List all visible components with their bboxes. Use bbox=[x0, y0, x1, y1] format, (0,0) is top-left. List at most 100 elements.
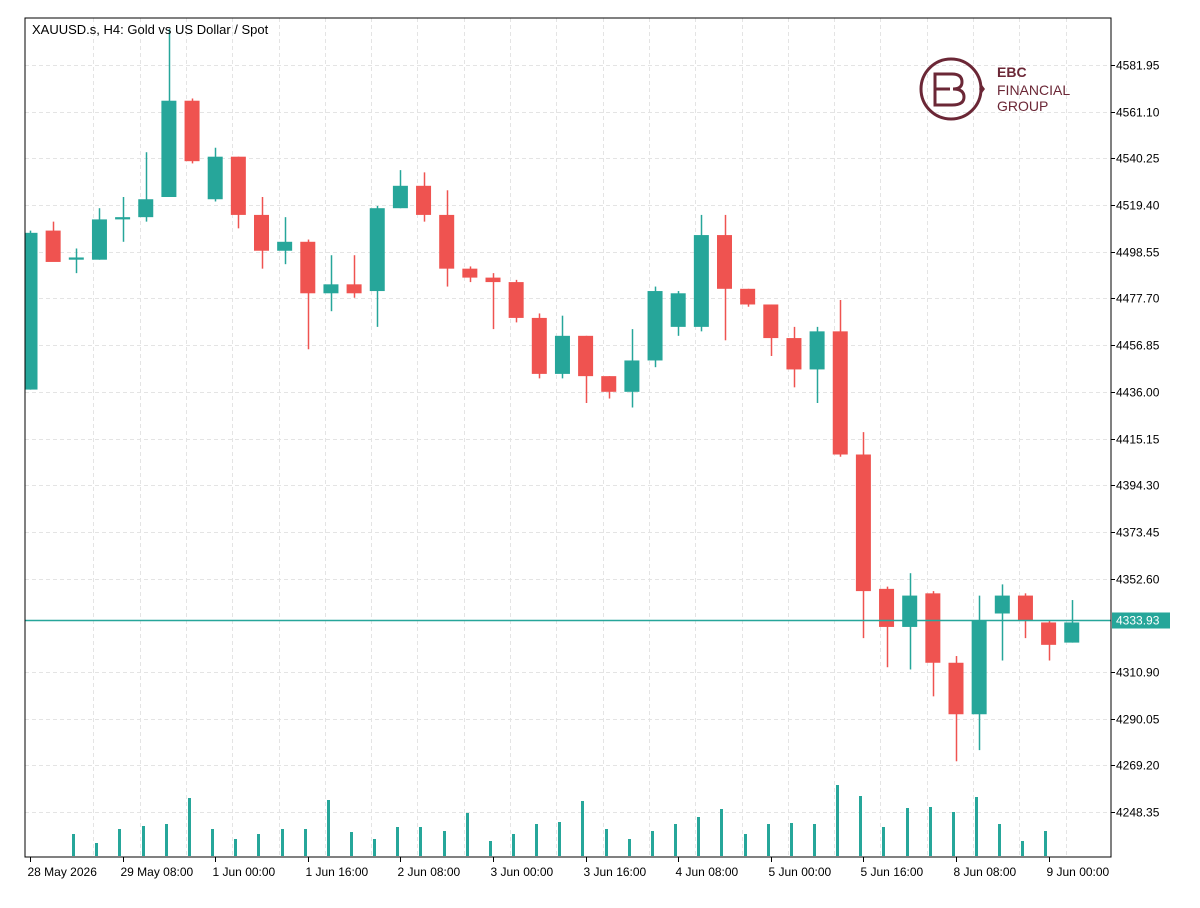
time-tick-label: 8 Jun 08:00 bbox=[954, 865, 1017, 879]
candle-body bbox=[25, 232, 38, 390]
time-tick-label: 9 Jun 00:00 bbox=[1047, 865, 1110, 879]
time-tick-label: 5 Jun 16:00 bbox=[861, 865, 924, 879]
candle-bullish bbox=[1064, 600, 1080, 643]
current-price-tag: 4333.93 bbox=[1112, 612, 1170, 629]
candle-bullish bbox=[369, 205, 385, 327]
candle-body bbox=[647, 291, 663, 361]
candle-bearish bbox=[740, 288, 756, 307]
time-tick-label: 29 May 08:00 bbox=[121, 865, 194, 879]
candle-body bbox=[879, 588, 895, 627]
price-tick-label: 4519.40 bbox=[1116, 199, 1160, 213]
candle-body bbox=[508, 282, 524, 318]
logo-line-2: FINANCIAL bbox=[997, 82, 1070, 98]
chart-title: XAUUSD.s, H4: Gold vs US Dollar / Spot bbox=[32, 22, 269, 37]
price-tick-label: 4561.10 bbox=[1116, 106, 1160, 120]
candle-bullish bbox=[670, 291, 686, 336]
candle-body bbox=[740, 288, 756, 305]
candle-bearish bbox=[948, 656, 964, 762]
candle-bullish bbox=[971, 595, 987, 751]
time-tick-label: 4 Jun 08:00 bbox=[676, 865, 739, 879]
price-tick-label: 4248.35 bbox=[1116, 806, 1160, 820]
price-tick-label: 4290.05 bbox=[1116, 713, 1160, 727]
candle-bullish bbox=[902, 573, 918, 670]
candle-body bbox=[254, 214, 269, 251]
candle-body bbox=[462, 268, 478, 278]
candle-bearish bbox=[485, 273, 501, 330]
candle-bearish bbox=[300, 239, 316, 350]
candle-body bbox=[693, 235, 709, 327]
candle-bullish bbox=[392, 170, 408, 209]
candle-body bbox=[416, 185, 432, 215]
candle-bullish bbox=[647, 286, 663, 368]
candle-bearish bbox=[462, 266, 478, 283]
logo-line-1: EBC bbox=[997, 64, 1027, 80]
candle-bearish bbox=[601, 376, 617, 399]
candle-body bbox=[369, 208, 385, 292]
volume-histogram bbox=[72, 785, 1047, 856]
time-tick-label: 5 Jun 00:00 bbox=[769, 865, 832, 879]
price-tick-label: 4373.45 bbox=[1116, 526, 1160, 540]
price-tick-label: 4477.70 bbox=[1116, 292, 1160, 306]
candle-bearish bbox=[439, 190, 455, 287]
candle-body bbox=[1017, 595, 1033, 621]
candle-bearish bbox=[763, 304, 779, 356]
candle-body bbox=[786, 338, 802, 370]
candle-bullish bbox=[693, 214, 709, 332]
logo-diamond bbox=[979, 85, 985, 93]
ebc-logo-icon bbox=[919, 57, 983, 121]
price-tick-label: 4540.25 bbox=[1116, 152, 1160, 166]
candle-bullish bbox=[115, 197, 131, 242]
candle-body bbox=[392, 185, 408, 209]
candle-bearish bbox=[531, 313, 547, 379]
candle-bearish bbox=[45, 221, 61, 262]
candle-body bbox=[138, 199, 154, 218]
candle-body bbox=[717, 235, 732, 289]
candle-body bbox=[277, 241, 293, 251]
candle-bearish bbox=[416, 172, 432, 222]
price-tick-label: 4394.30 bbox=[1116, 479, 1160, 493]
time-tick-label: 3 Jun 00:00 bbox=[491, 865, 554, 879]
price-tick-label: 4352.60 bbox=[1116, 573, 1160, 587]
candle-bullish bbox=[809, 326, 825, 404]
price-tick-label: 4415.15 bbox=[1116, 433, 1160, 447]
candle-body bbox=[161, 100, 177, 198]
candle-body bbox=[1064, 622, 1080, 643]
candle-bullish bbox=[91, 208, 107, 260]
ebc-logo: EBC FINANCIAL GROUP bbox=[919, 57, 1070, 121]
candle-body bbox=[624, 360, 640, 392]
candle-bearish bbox=[1041, 620, 1057, 661]
candle-bearish bbox=[230, 156, 246, 229]
price-tick-label: 4456.85 bbox=[1116, 339, 1160, 353]
candle-bearish bbox=[346, 255, 362, 298]
candle-bullish bbox=[207, 147, 223, 202]
candle-bearish bbox=[254, 197, 269, 269]
candle-bullish bbox=[994, 584, 1010, 661]
candle-bearish bbox=[879, 586, 895, 668]
candle-body bbox=[809, 331, 825, 370]
candle-body bbox=[485, 277, 501, 283]
candle-body bbox=[948, 662, 964, 715]
candle-bearish bbox=[717, 214, 732, 341]
candle-body bbox=[439, 214, 455, 269]
candle-body bbox=[346, 284, 362, 294]
candle-bearish bbox=[832, 300, 848, 457]
price-tick-label: 4436.00 bbox=[1116, 386, 1160, 400]
candle-body bbox=[68, 257, 84, 260]
candle-body bbox=[323, 284, 339, 294]
candle-bullish bbox=[323, 255, 339, 312]
candle-bearish bbox=[508, 279, 524, 323]
candle-body bbox=[300, 241, 316, 294]
candle-bullish bbox=[161, 29, 177, 198]
axes: 4581.95 4561.10 4540.25 4519.40 4498.55 4477.… bbox=[28, 59, 1160, 880]
candle-body bbox=[670, 293, 686, 327]
candle-bearish bbox=[855, 432, 871, 639]
candle-body bbox=[855, 454, 871, 592]
candle-body bbox=[763, 304, 779, 339]
candle-body bbox=[601, 376, 617, 392]
candle-body bbox=[207, 156, 223, 200]
candle-bearish bbox=[578, 335, 594, 404]
time-tick-label: 1 Jun 00:00 bbox=[213, 865, 276, 879]
candle-bullish bbox=[554, 315, 570, 379]
candle-body bbox=[578, 335, 594, 377]
